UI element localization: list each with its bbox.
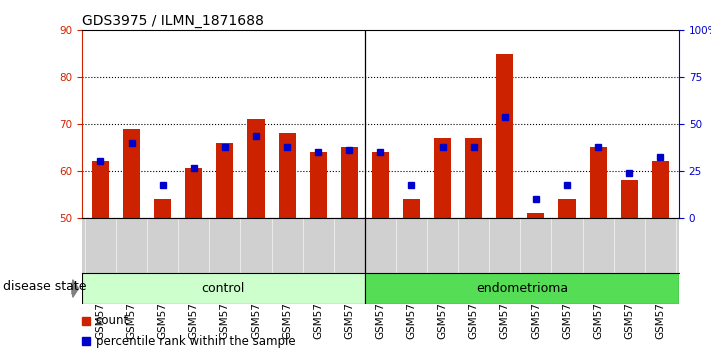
Bar: [558, 199, 576, 218]
Text: count: count: [95, 314, 129, 327]
Bar: [621, 180, 638, 218]
Text: GDS3975 / ILMN_1871688: GDS3975 / ILMN_1871688: [82, 14, 264, 28]
Bar: [403, 199, 420, 218]
Bar: [365, 273, 679, 304]
FancyArrow shape: [72, 280, 78, 297]
Text: percentile rank within the sample: percentile rank within the sample: [95, 335, 295, 348]
Bar: [92, 161, 109, 218]
Bar: [341, 147, 358, 218]
Bar: [372, 152, 389, 218]
Bar: [528, 213, 545, 218]
Text: control: control: [201, 282, 245, 295]
Bar: [589, 147, 606, 218]
Bar: [123, 129, 140, 218]
Bar: [154, 199, 171, 218]
Bar: [82, 273, 365, 304]
Bar: [309, 152, 327, 218]
Bar: [279, 133, 296, 218]
Bar: [247, 119, 264, 218]
Text: disease state: disease state: [4, 280, 87, 293]
Bar: [185, 169, 203, 218]
Bar: [465, 138, 482, 218]
Text: endometrioma: endometrioma: [476, 282, 568, 295]
Bar: [216, 143, 233, 218]
Bar: [652, 161, 669, 218]
Bar: [496, 53, 513, 218]
Bar: [434, 138, 451, 218]
